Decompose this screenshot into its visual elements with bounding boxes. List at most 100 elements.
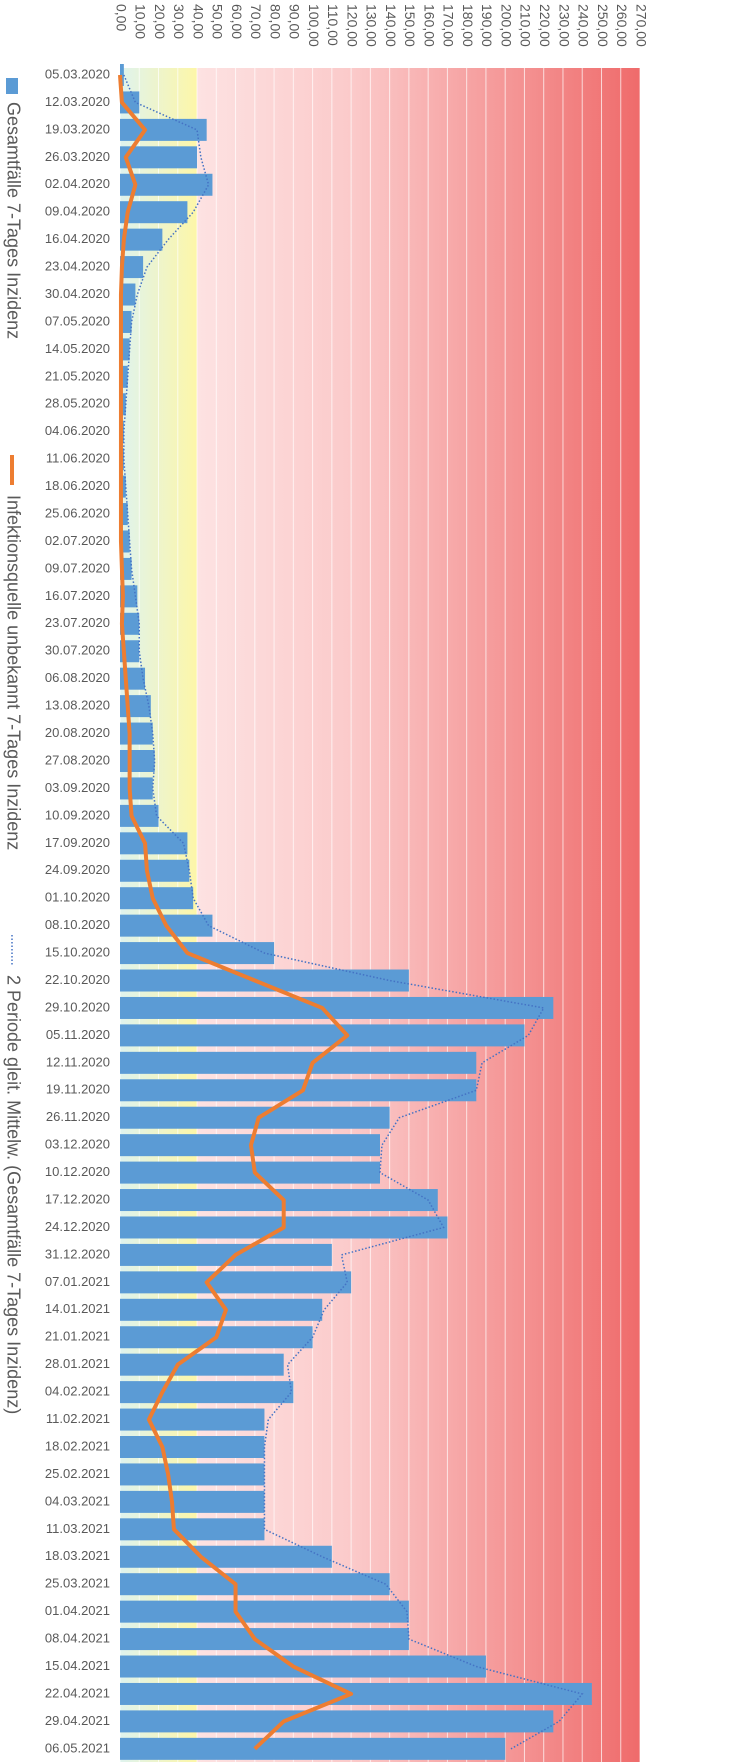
bar bbox=[120, 1518, 265, 1541]
y-tick-label: 09.07.2020 bbox=[45, 560, 110, 575]
y-tick-label: 08.04.2021 bbox=[45, 1631, 110, 1646]
y-tick-label: 10.12.2020 bbox=[45, 1164, 110, 1179]
y-tick-label: 11.02.2021 bbox=[46, 1411, 110, 1426]
x-tick-label: 20,00 bbox=[152, 4, 168, 39]
y-tick-label: 11.06.2020 bbox=[46, 451, 110, 466]
y-tick-label: 04.02.2021 bbox=[45, 1384, 110, 1399]
y-tick-label: 16.04.2020 bbox=[45, 231, 110, 246]
x-tick-label: 80,00 bbox=[267, 4, 283, 39]
bar bbox=[120, 1436, 265, 1458]
y-tick-label: 30.07.2020 bbox=[45, 643, 110, 658]
bar bbox=[120, 887, 194, 910]
bar bbox=[120, 832, 188, 855]
y-tick-label: 03.12.2020 bbox=[45, 1137, 110, 1152]
bar bbox=[120, 201, 188, 224]
bar bbox=[120, 1600, 409, 1623]
bar bbox=[120, 1298, 323, 1321]
y-tick-label: 28.01.2021 bbox=[45, 1356, 110, 1371]
y-tick-label: 15.10.2020 bbox=[45, 945, 110, 960]
y-tick-label: 23.04.2020 bbox=[45, 259, 110, 274]
bar bbox=[120, 1353, 284, 1376]
y-tick-label: 04.03.2021 bbox=[45, 1493, 110, 1508]
bar bbox=[120, 695, 151, 718]
bar bbox=[120, 1573, 390, 1596]
x-tick-label: 160,00 bbox=[421, 4, 437, 47]
legend-swatch bbox=[6, 78, 18, 94]
y-tick-label: 30.04.2020 bbox=[45, 286, 110, 301]
line bbox=[118, 74, 354, 1751]
zone-high bbox=[197, 68, 640, 1762]
bar bbox=[120, 1381, 294, 1404]
y-tick-label: 26.03.2020 bbox=[45, 149, 110, 164]
bar bbox=[120, 338, 130, 361]
y-tick-label: 12.11.2020 bbox=[46, 1054, 110, 1069]
y-tick-label: 14.05.2020 bbox=[45, 341, 110, 356]
bar bbox=[120, 1024, 525, 1047]
y-tick-label: 22.10.2020 bbox=[45, 972, 110, 987]
legend-label: 2 Periode gleit. Mittelw. (Gesamtfälle 7… bbox=[3, 975, 23, 1414]
bar bbox=[120, 118, 207, 141]
bar bbox=[120, 1545, 332, 1568]
x-tick-label: 200,00 bbox=[498, 4, 514, 47]
x-tick-label: 240,00 bbox=[576, 4, 592, 47]
y-tick-label: 14.01.2021 bbox=[45, 1301, 110, 1316]
bar bbox=[120, 1463, 265, 1486]
bar bbox=[120, 310, 132, 333]
x-tick-label: 100,00 bbox=[306, 4, 322, 47]
bar bbox=[120, 612, 140, 635]
x-tick-label: 0,00 bbox=[113, 4, 129, 31]
x-tick-label: 90,00 bbox=[287, 4, 303, 39]
y-tick-label: 25.03.2021 bbox=[45, 1576, 110, 1591]
y-tick-label: 12.03.2020 bbox=[45, 94, 110, 109]
x-tick-label: 260,00 bbox=[614, 4, 630, 47]
x-tick-label: 230,00 bbox=[556, 4, 572, 47]
y-tick-label: 16.07.2020 bbox=[45, 588, 110, 603]
x-tick-label: 110,00 bbox=[325, 4, 341, 46]
y-tick-label: 23.07.2020 bbox=[45, 615, 110, 630]
bar bbox=[120, 1189, 438, 1212]
bar bbox=[120, 1079, 477, 1102]
y-tick-label: 06.08.2020 bbox=[45, 670, 110, 685]
y-tick-label: 31.12.2020 bbox=[45, 1246, 110, 1261]
bar bbox=[120, 777, 153, 800]
bar bbox=[120, 256, 144, 279]
bar bbox=[120, 996, 554, 1019]
y-tick-label: 06.05.2021 bbox=[45, 1740, 110, 1755]
y-tick-label: 19.03.2020 bbox=[45, 121, 110, 136]
y-tick-label: 15.04.2021 bbox=[45, 1658, 110, 1673]
x-tick-label: 250,00 bbox=[595, 4, 611, 47]
bar bbox=[120, 1106, 390, 1129]
y-tick-label: 04.06.2020 bbox=[45, 423, 110, 438]
bar bbox=[120, 1408, 265, 1431]
x-tick-label: 270,00 bbox=[633, 4, 649, 47]
y-tick-label: 18.03.2021 bbox=[45, 1548, 110, 1563]
y-tick-label: 24.12.2020 bbox=[45, 1219, 110, 1234]
bar bbox=[120, 283, 136, 306]
x-tick-label: 130,00 bbox=[364, 4, 380, 47]
y-tick-label: 05.11.2020 bbox=[46, 1027, 110, 1042]
x-tick-label: 170,00 bbox=[441, 4, 457, 47]
y-tick-label: 09.04.2020 bbox=[45, 204, 110, 219]
bar bbox=[120, 942, 275, 965]
bar bbox=[120, 750, 155, 772]
bar bbox=[120, 1737, 506, 1760]
legend-label: Infektionsquelle unbekannt 7-Tages Inzid… bbox=[3, 495, 23, 850]
bar bbox=[120, 1161, 380, 1184]
y-tick-label: 03.09.2020 bbox=[45, 780, 110, 795]
y-tick-label: 29.10.2020 bbox=[45, 999, 110, 1014]
y-tick-label: 02.07.2020 bbox=[45, 533, 110, 548]
x-tick-label: 50,00 bbox=[210, 4, 226, 39]
y-tick-label: 08.10.2020 bbox=[45, 917, 110, 932]
y-tick-label: 01.10.2020 bbox=[45, 890, 110, 905]
bar bbox=[120, 1655, 486, 1678]
y-tick-label: 25.06.2020 bbox=[45, 505, 110, 520]
bar bbox=[120, 1490, 265, 1513]
y-tick-label: 05.03.2020 bbox=[45, 66, 110, 81]
y-tick-label: 27.08.2020 bbox=[45, 752, 110, 767]
y-tick-label: 28.05.2020 bbox=[45, 396, 110, 411]
y-tick-label: 02.04.2020 bbox=[45, 176, 110, 191]
bar bbox=[120, 722, 153, 745]
y-tick-label: 07.05.2020 bbox=[45, 313, 110, 328]
bar bbox=[120, 503, 128, 526]
